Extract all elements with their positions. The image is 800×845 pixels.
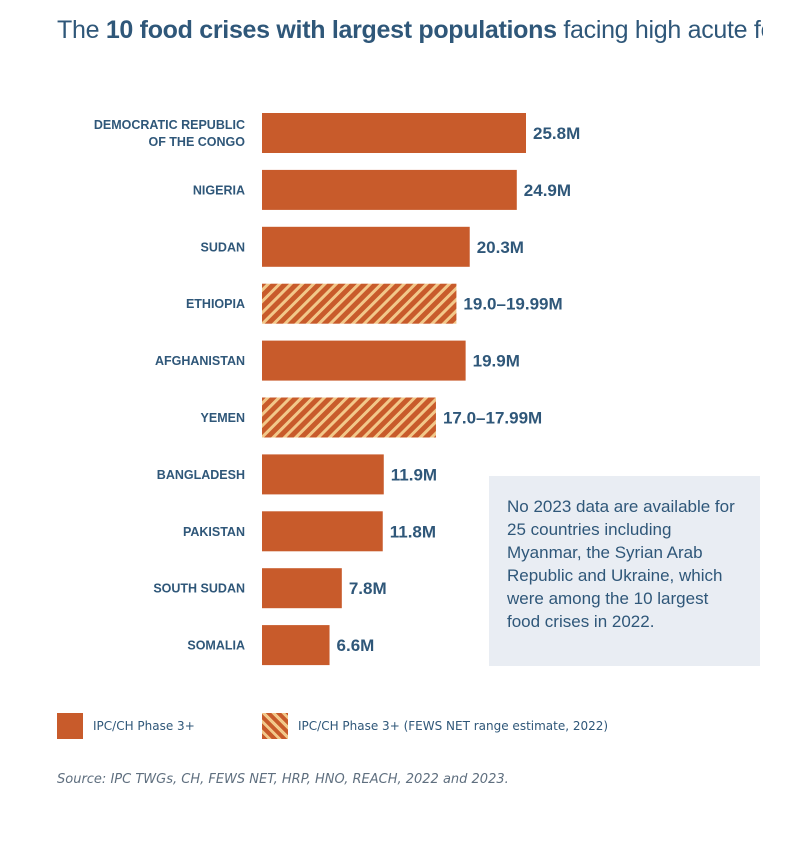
legend-item-hatch: IPC/CH Phase 3+ (FEWS NET range estimate…	[262, 713, 608, 739]
value-label-democratic-republic-of-the-congo: 25.8M	[533, 124, 580, 143]
category-label-bangladesh: BANGLADESH	[157, 468, 245, 482]
legend-swatch-solid	[57, 713, 83, 739]
legend-item-solid: IPC/CH Phase 3+	[57, 713, 195, 739]
category-label-democratic-republic-of-the-congo: DEMOCRATIC REPUBLIC OF THE CONGO	[94, 118, 245, 149]
category-label-afghanistan: AFGHANISTAN	[155, 354, 245, 368]
no-data-note: No 2023 data are available for 25 countr…	[489, 476, 760, 666]
value-label-nigeria: 24.9M	[524, 181, 571, 200]
value-label-yemen: 17.0–17.99M	[443, 409, 542, 428]
category-label-yemen: YEMEN	[201, 411, 245, 425]
category-label-somalia: SOMALIA	[187, 639, 245, 653]
bar-pakistan	[262, 511, 383, 552]
value-label-somalia: 6.6M	[337, 636, 375, 655]
value-label-bangladesh: 11.9M	[391, 465, 437, 484]
value-label-south-sudan: 7.8M	[349, 579, 387, 598]
bar-afghanistan	[262, 340, 466, 381]
legend-label-hatch: IPC/CH Phase 3+ (FEWS NET range estimate…	[298, 719, 609, 733]
value-label-pakistan: 11.8M	[390, 522, 436, 541]
bar-chart: DEMOCRATIC REPUBLIC OF THE CONGO 25.8M NIGE…	[94, 113, 580, 666]
bar-ethiopia	[262, 283, 457, 324]
category-label-ethiopia: ETHIOPIA	[186, 297, 245, 311]
source-note: Source: IPC TWGs, CH, FEWS NET, HRP, HNO…	[57, 772, 509, 787]
bar-somalia	[262, 625, 330, 666]
bar-sudan	[262, 226, 470, 267]
category-label-pakistan: PAKISTAN	[183, 525, 245, 539]
bar-democratic-republic-of-the-congo	[262, 113, 526, 153]
chart-title: The 10 food crises with largest populati…	[57, 16, 763, 44]
value-label-ethiopia: 19.0–19.99M	[463, 295, 562, 314]
bar-bangladesh	[262, 454, 384, 495]
value-label-sudan: 20.3M	[477, 238, 524, 257]
category-label-nigeria: NIGERIA	[193, 183, 245, 197]
legend-label-solid: IPC/CH Phase 3+	[93, 719, 195, 733]
bar-yemen	[262, 397, 436, 438]
category-label-south-sudan: SOUTH SUDAN	[153, 582, 245, 596]
bar-nigeria	[262, 169, 517, 210]
legend-swatch-hatch	[262, 713, 288, 739]
value-label-afghanistan: 19.9M	[473, 352, 520, 371]
category-label-sudan: SUDAN	[201, 240, 245, 254]
bar-south-sudan	[262, 568, 342, 609]
